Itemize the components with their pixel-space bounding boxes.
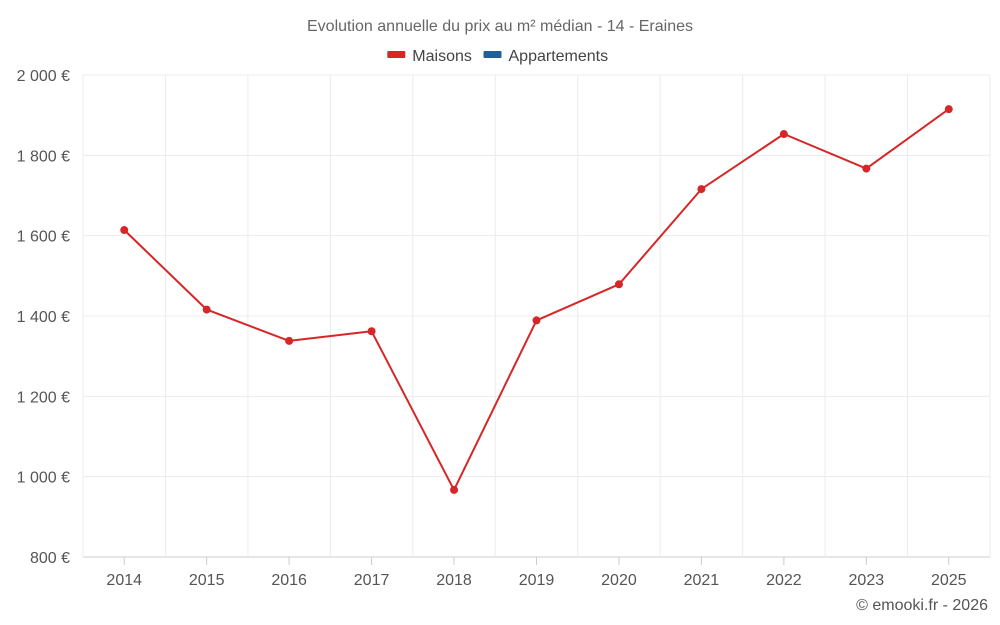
data-point-maisons[interactable] xyxy=(779,130,788,139)
legend-label: Maisons xyxy=(412,48,472,65)
data-point-maisons[interactable] xyxy=(614,280,623,289)
grid xyxy=(82,74,991,558)
x-tick-label: 2020 xyxy=(601,572,637,589)
legend-label: Appartements xyxy=(509,48,609,65)
x-tick-label: 2014 xyxy=(106,572,142,589)
y-tick-label: 1 200 € xyxy=(17,389,70,406)
y-tick-label: 1 600 € xyxy=(17,229,70,246)
y-tick-label: 2 000 € xyxy=(17,68,70,85)
x-tick-label: 2023 xyxy=(849,572,885,589)
chart-title: Evolution annuelle du prix au m² médian … xyxy=(307,18,693,35)
data-point-maisons[interactable] xyxy=(285,336,294,345)
legend-item-appartements[interactable]: Appartements xyxy=(483,48,609,65)
legend-item-maisons[interactable]: Maisons xyxy=(387,48,472,65)
data-point-maisons[interactable] xyxy=(367,327,376,336)
x-tick-label: 2015 xyxy=(189,572,225,589)
legend-swatch xyxy=(483,51,502,58)
x-tick-label: 2022 xyxy=(766,572,802,589)
x-axis: 2014 2015 2016 2017 2018 2019 2020 2021 2022 2023… xyxy=(106,557,967,589)
legend: Maisons Appartements xyxy=(387,48,608,65)
y-tick-label: 1 800 € xyxy=(17,148,70,165)
x-tick-label: 2019 xyxy=(519,572,555,589)
x-tick-label: 2016 xyxy=(271,572,307,589)
y-tick-label: 1 000 € xyxy=(17,470,70,487)
y-tick-label: 800 € xyxy=(30,550,70,567)
credit-text: © emooki.fr - 2026 xyxy=(856,597,988,614)
data-point-maisons[interactable] xyxy=(532,316,541,325)
x-tick-label: 2018 xyxy=(436,572,472,589)
data-point-maisons[interactable] xyxy=(120,226,129,235)
y-tick-label: 1 400 € xyxy=(17,309,70,326)
data-point-maisons[interactable] xyxy=(450,485,459,494)
data-point-maisons[interactable] xyxy=(697,185,706,194)
series-layer xyxy=(120,105,953,494)
data-point-maisons[interactable] xyxy=(202,305,211,314)
legend-swatch xyxy=(387,51,406,58)
y-axis: 800 € 1 000 € 1 200 € 1 400 € 1 600 € 1 800 €… xyxy=(17,68,70,567)
x-tick-label: 2021 xyxy=(684,572,720,589)
data-point-maisons[interactable] xyxy=(862,164,871,173)
data-point-maisons[interactable] xyxy=(944,105,953,114)
x-tick-label: 2025 xyxy=(931,572,967,589)
x-tick-label: 2017 xyxy=(354,572,390,589)
